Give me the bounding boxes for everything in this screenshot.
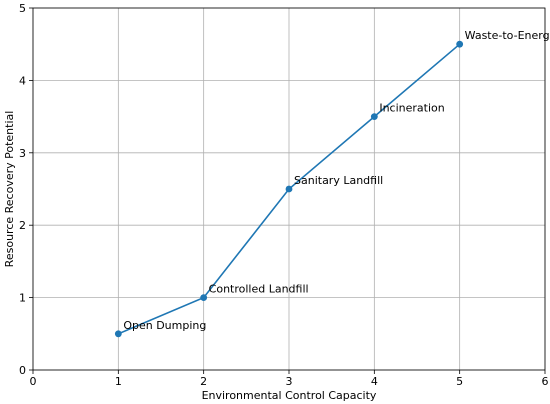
point-label: Incineration (379, 102, 444, 115)
x-tick-label: 1 (115, 375, 122, 388)
data-point (370, 113, 378, 120)
x-tick-label: 0 (30, 375, 37, 388)
data-point (114, 330, 122, 338)
point-label: Waste-to-Energy (465, 29, 550, 42)
data-point (200, 294, 208, 301)
x-axis-label: Environmental Control Capacity (202, 389, 377, 402)
point-label: Sanitary Landfill (294, 174, 383, 187)
x-tick-label: 6 (542, 375, 549, 388)
x-tick-label: 4 (371, 375, 378, 388)
series-line (114, 40, 464, 338)
x-tick-label: 2 (200, 375, 207, 388)
y-tick-label: 5 (19, 2, 26, 15)
point-label: Controlled Landfill (209, 283, 309, 296)
data-point (456, 40, 464, 48)
y-tick-label: 4 (19, 74, 26, 87)
ticks: 0 1 2 3 4 5 6 0 1 2 3 4 5 (19, 2, 549, 388)
x-tick-label: 3 (286, 375, 293, 388)
x-tick-label: 5 (456, 375, 463, 388)
y-tick-label: 3 (19, 147, 26, 160)
y-tick-label: 2 (19, 219, 26, 232)
y-axis-label: Resource Recovery Potential (3, 111, 16, 268)
y-tick-label: 1 (19, 292, 26, 305)
data-point (285, 185, 293, 193)
point-label: Open Dumping (123, 319, 206, 332)
y-tick-label: 0 (19, 364, 26, 377)
point-labels: Open Dumping Controlled Landfill Sanitary … (123, 29, 550, 332)
